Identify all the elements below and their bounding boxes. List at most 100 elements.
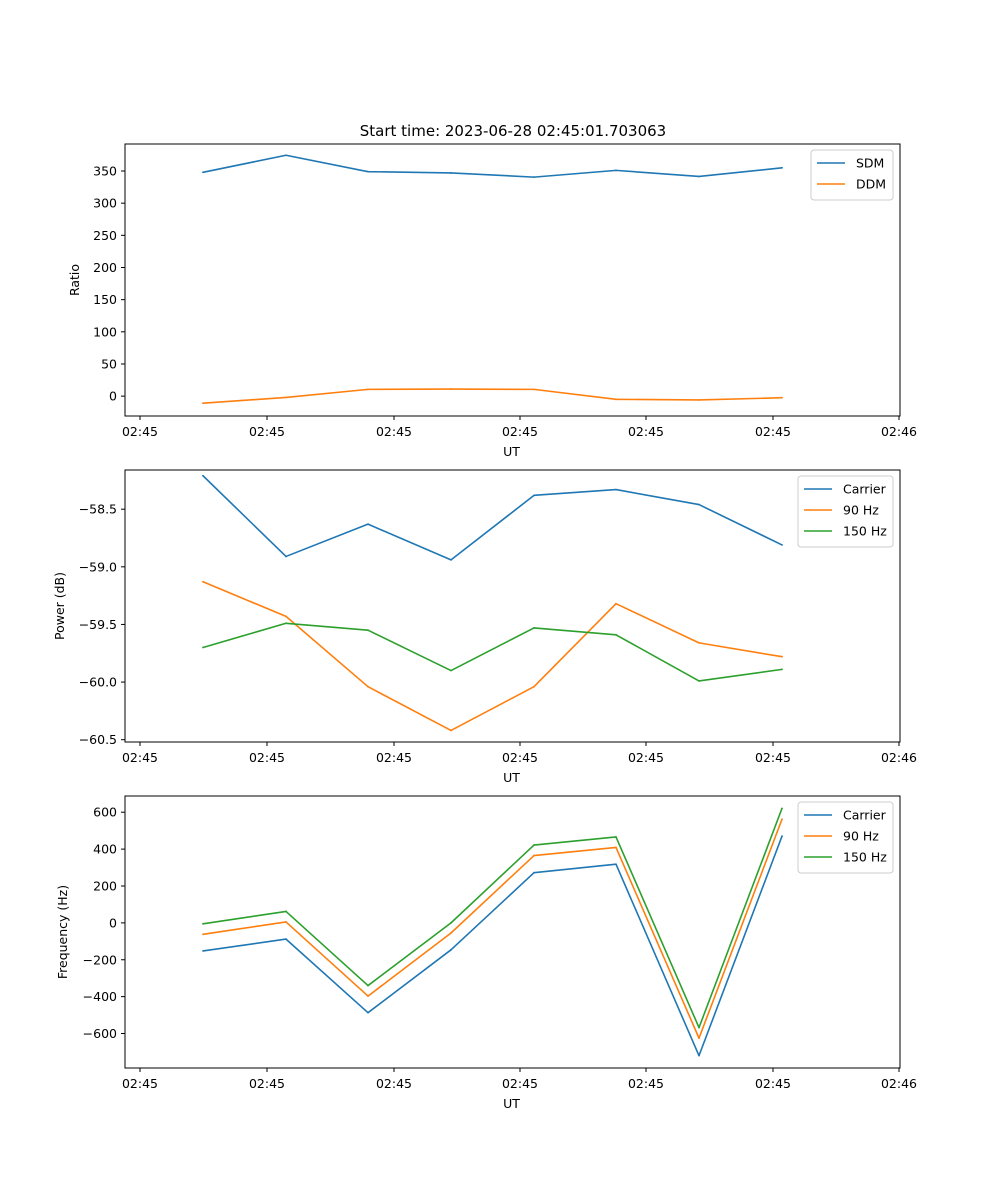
frequency-legend-label: 90 Hz xyxy=(843,829,879,844)
ratio-series-0-point xyxy=(698,175,700,178)
frequency-series-0-point xyxy=(781,835,783,838)
frequency-y-tick-label: −200 xyxy=(83,952,117,967)
ratio-series-1-point xyxy=(781,396,783,399)
power-series-2-point xyxy=(450,669,452,672)
ratio-x-tick-label: 02:45 xyxy=(502,424,538,439)
ratio-series-0-point xyxy=(781,166,783,169)
power-y-tick-label: −60.0 xyxy=(79,675,117,690)
ratio-series-0-point xyxy=(367,170,369,173)
frequency-y-tick-label: −400 xyxy=(83,989,117,1004)
frequency-series-0-point xyxy=(285,938,287,940)
power-x-tick-label: 02:45 xyxy=(376,750,412,765)
ratio-series-1-point xyxy=(615,398,617,401)
frequency-series-2-point xyxy=(698,1026,700,1029)
frequency-series-0-point xyxy=(450,948,452,951)
ratio-x-tick-label: 02:45 xyxy=(755,424,791,439)
power-series-0-point xyxy=(533,494,535,497)
power-x-tick-label: 02:45 xyxy=(628,750,664,765)
power-panel: 02:45 02:45 02:45 02:45 02:45 02:45 02:46 −58.5… xyxy=(52,469,917,785)
power-series-0-point xyxy=(450,559,452,561)
ratio-legend: SDM DDM xyxy=(810,149,894,201)
frequency-series-2-point xyxy=(367,984,369,987)
frequency-series-2-point xyxy=(202,922,204,925)
power-series-2-point xyxy=(698,680,700,682)
power-x-tick-label: 02:45 xyxy=(755,750,791,765)
ratio-series-0-point xyxy=(533,176,535,179)
power-series-2-point xyxy=(367,629,369,632)
ratio-panel: 02:45 02:45 02:45 02:45 02:45 02:45 02:46 0 50 10… xyxy=(67,143,917,459)
frequency-series-2-point xyxy=(450,921,452,924)
power-series-2-point xyxy=(781,668,783,671)
frequency-series-1-point xyxy=(533,854,535,857)
ratio-series-1-point xyxy=(367,388,369,391)
ratio-y-tick-label: 200 xyxy=(93,260,117,275)
power-series-2-point xyxy=(615,633,617,636)
frequency-y-axis-label: Frequency (Hz) xyxy=(55,885,70,979)
ratio-x-tick-label: 02:45 xyxy=(376,424,412,439)
power-legend: Carrier 90 Hz 150 Hz xyxy=(797,475,894,548)
power-series-0-point xyxy=(202,474,204,477)
frequency-series-1-point xyxy=(615,846,617,849)
frequency-series-1-line xyxy=(202,818,783,1039)
power-series-1-point xyxy=(533,685,535,688)
power-y-axis-label: Power (dB) xyxy=(52,572,67,640)
power-series-2-point xyxy=(533,627,535,629)
power-axes-frame xyxy=(124,469,901,743)
frequency-series-2-point xyxy=(615,836,617,838)
ratio-x-tick-label: 02:45 xyxy=(249,424,285,439)
ratio-series-1-point xyxy=(285,396,287,399)
ratio-x-tick-label: 02:45 xyxy=(628,424,664,439)
frequency-legend-label: Carrier xyxy=(843,808,887,823)
power-series-2-point xyxy=(202,646,204,649)
frequency-axes-frame xyxy=(124,795,901,1069)
frequency-legend-box xyxy=(797,801,894,874)
ratio-y-tick-label: 250 xyxy=(93,228,117,243)
power-x-tick-label: 02:45 xyxy=(502,750,538,765)
ratio-series-1-line xyxy=(202,388,783,404)
frequency-series-0-line xyxy=(202,835,783,1057)
power-series-1-point xyxy=(202,580,204,583)
ratio-series-0-point xyxy=(450,172,452,174)
power-y-tick-label: −58.5 xyxy=(79,502,117,517)
ratio-axes-frame xyxy=(124,143,901,417)
frequency-series-1-point xyxy=(202,933,204,936)
frequency-series-2-point xyxy=(533,844,535,846)
ratio-y-tick-label: 150 xyxy=(93,292,117,307)
power-series-1-point xyxy=(367,685,369,688)
frequency-series-1-point xyxy=(450,932,452,934)
frequency-series-0-point xyxy=(533,871,535,874)
ratio-y-axis-label: Ratio xyxy=(67,264,82,296)
power-legend-box xyxy=(797,475,894,548)
frequency-series-0-point xyxy=(615,863,617,866)
frequency-series-2-point xyxy=(781,807,783,810)
frequency-x-tick-label: 02:45 xyxy=(122,1076,158,1091)
frequency-y-tick-label: 200 xyxy=(93,878,117,893)
frequency-series-1-point xyxy=(698,1037,700,1040)
frequency-x-tick-label: 02:45 xyxy=(376,1076,412,1091)
power-series-0-point xyxy=(698,503,700,506)
ratio-y-tick-label: 50 xyxy=(101,356,117,371)
frequency-y-tick-label: 400 xyxy=(93,842,117,857)
power-series-2-line xyxy=(202,622,783,682)
figure-title: Start time: 2023-06-28 02:45:01.703063 xyxy=(360,122,666,140)
ratio-x-tick-label: 02:46 xyxy=(881,424,917,439)
power-series-1-line xyxy=(202,581,783,732)
ratio-series-1-point xyxy=(698,399,700,401)
power-y-tick-label: −59.0 xyxy=(79,559,117,574)
ratio-series-0-point xyxy=(202,171,204,174)
ratio-legend-label: SDM xyxy=(856,156,884,171)
power-series-1-point xyxy=(698,641,700,644)
power-y-tick-label: −59.5 xyxy=(79,617,117,632)
ratio-legend-label: DDM xyxy=(856,177,886,192)
power-series-0-point xyxy=(781,544,783,546)
ratio-series-1-point xyxy=(202,402,204,405)
frequency-series-0-point xyxy=(698,1054,700,1057)
frequency-series-2-point xyxy=(285,910,287,913)
ratio-y-tick-label: 100 xyxy=(93,324,117,339)
frequency-x-tick-label: 02:45 xyxy=(502,1076,538,1091)
frequency-y-tick-label: 0 xyxy=(109,915,117,930)
power-series-0-point xyxy=(615,488,617,491)
frequency-x-tick-label: 02:45 xyxy=(249,1076,285,1091)
frequency-panel: 02:45 02:45 02:45 02:45 02:45 02:45 02:46 600 40… xyxy=(55,795,917,1111)
